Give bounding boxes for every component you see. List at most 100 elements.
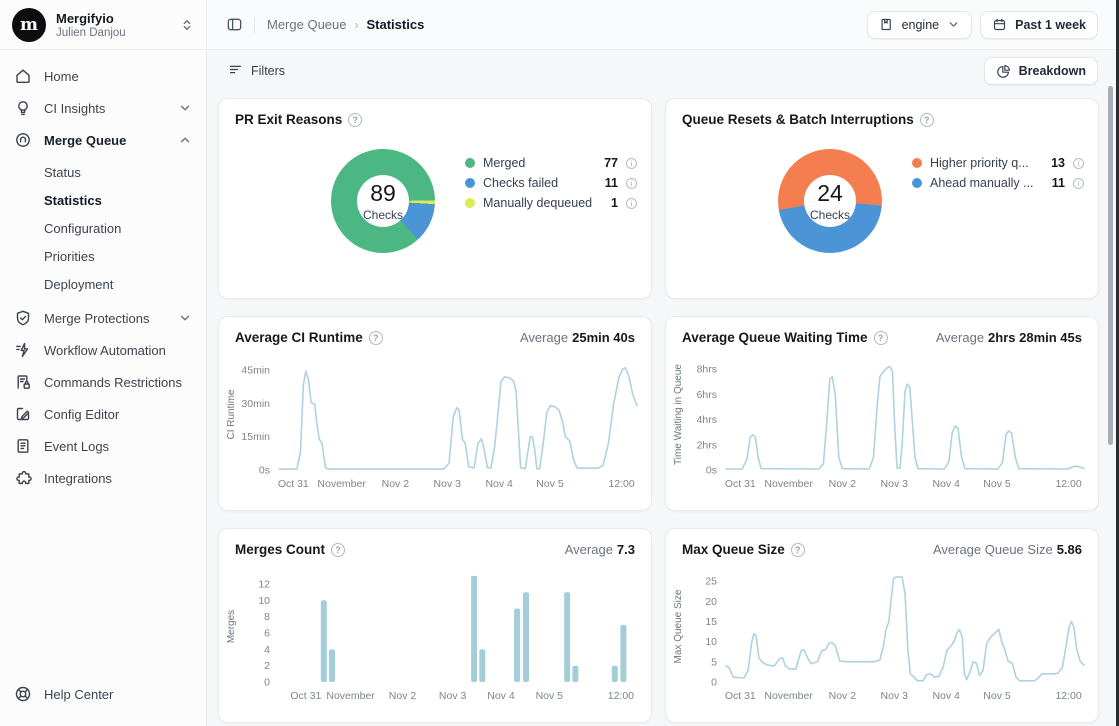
svg-text:November: November [326, 690, 375, 702]
info-icon[interactable] [1073, 157, 1084, 169]
svg-text:November: November [317, 478, 366, 490]
config-editor-icon [14, 405, 32, 423]
svg-text:Nov 5: Nov 5 [983, 478, 1011, 490]
info-icon[interactable] [626, 197, 637, 209]
card-title: Queue Resets & Batch Interruptions [682, 112, 914, 127]
legend-item-merged[interactable]: Merged 77 [465, 153, 637, 173]
max-queue-size-line-chart[interactable]: 0 5 10 15 20 25 Oct 31 November Nov 2 Nov 3 Nov 4 N… [666, 557, 1098, 722]
svg-text:Oct 31: Oct 31 [278, 478, 309, 490]
sidebar-item-commands-restrictions[interactable]: Commands Restrictions [0, 366, 206, 398]
legend-item-ahead-manually[interactable]: Ahead manually ... 11 [912, 173, 1084, 193]
legend-item-higher-priority[interactable]: Higher priority q... 13 [912, 153, 1084, 173]
sidebar-item-ci-insights[interactable]: CI Insights [0, 92, 206, 124]
card-title: Average CI Runtime [235, 330, 363, 345]
svg-text:Nov 3: Nov 3 [439, 690, 467, 702]
book-icon [879, 17, 894, 32]
svg-text:6: 6 [264, 628, 270, 640]
svg-text:CI Runtime: CI Runtime [226, 389, 237, 439]
info-icon[interactable] [626, 157, 637, 169]
sidebar-item-integrations[interactable]: Integrations [0, 462, 206, 494]
svg-text:10: 10 [258, 595, 270, 607]
date-range-button[interactable]: Past 1 week [980, 10, 1098, 39]
help-icon[interactable] [873, 330, 888, 345]
svg-text:Nov 3: Nov 3 [881, 690, 909, 702]
sidebar-item-deployment[interactable]: Deployment [44, 276, 114, 292]
svg-text:November: November [764, 478, 813, 490]
help-icon[interactable] [331, 542, 346, 557]
queue-waiting-line-chart[interactable]: 0s 2hrs 4hrs 6hrs 8hrs Oct 31 November Nov 2 Nov… [666, 345, 1098, 510]
help-icon[interactable] [919, 112, 934, 127]
workspace-switcher[interactable]: m Mergifyio Julien Danjou [0, 0, 206, 50]
help-center-label: Help Center [44, 686, 114, 702]
repo-scope-select[interactable]: engine [866, 10, 973, 39]
sidebar-item-statistics[interactable]: Statistics [44, 192, 102, 208]
help-icon[interactable] [368, 330, 383, 345]
svg-text:12:00: 12:00 [608, 478, 634, 490]
card-title: Max Queue Size [682, 542, 785, 557]
sidebar-item-home[interactable]: Home [0, 60, 206, 92]
svg-text:Max Queue Size: Max Queue Size [673, 589, 684, 663]
help-center-button[interactable]: Help Center [0, 678, 206, 710]
donut-caption: Checks [362, 208, 403, 222]
sidebar-item-event-logs[interactable]: Event Logs [0, 430, 206, 462]
merges-count-bar-chart[interactable]: 0 2 4 6 8 10 12 Oct 31 November Nov 2 Nov 3 Nov 4 No… [219, 557, 651, 722]
sidebar: m Mergifyio Julien Danjou Home CI Insight… [0, 0, 207, 726]
sidebar-toggle-icon[interactable] [222, 13, 246, 37]
main-area: Merge Queue › Statistics engine [207, 0, 1119, 726]
donut-legend: Merged 77 Checks failed 11 Manua [465, 153, 637, 213]
svg-text:12:00: 12:00 [608, 690, 634, 702]
help-icon[interactable] [348, 112, 363, 127]
sidebar-item-merge-protections[interactable]: Merge Protections [0, 302, 206, 334]
cards-grid: PR Exit Reasons 89 Checks Mer [207, 88, 1119, 726]
org-avatar: m [12, 7, 46, 42]
pr-exit-donut-chart[interactable]: 89 Checks [331, 149, 435, 253]
svg-text:0s: 0s [706, 465, 717, 477]
divider [254, 16, 255, 33]
chevron-down-icon [947, 18, 960, 31]
chevron-right-icon: › [354, 17, 359, 32]
breadcrumb-statistics: Statistics [366, 17, 425, 32]
vertical-scrollbar[interactable] [1108, 86, 1113, 445]
chevron-down-icon [178, 101, 192, 115]
svg-text:Merges: Merges [226, 610, 237, 643]
svg-text:4hrs: 4hrs [697, 414, 717, 426]
svg-text:25: 25 [705, 576, 717, 588]
sidebar-item-status[interactable]: Status [44, 164, 81, 180]
breadcrumb: Merge Queue › Statistics [267, 17, 424, 32]
queue-resets-donut-chart[interactable]: 24 Checks [778, 149, 882, 253]
legend-color-dot [465, 158, 475, 168]
breadcrumb-merge-queue[interactable]: Merge Queue [267, 17, 347, 32]
donut-legend: Higher priority q... 13 Ahead manually .… [912, 153, 1084, 193]
user-name: Julien Danjou [56, 26, 126, 39]
sidebar-item-workflow-automation[interactable]: Workflow Automation [0, 334, 206, 366]
sidebar-item-merge-queue[interactable]: Merge Queue [0, 124, 206, 156]
legend-item-manually-dequeued[interactable]: Manually dequeued 1 [465, 193, 637, 213]
info-icon[interactable] [1073, 177, 1084, 189]
legend-item-checks-failed[interactable]: Checks failed 11 [465, 173, 637, 193]
commands-lock-icon [14, 373, 32, 391]
average-readout: Average Queue Size 5.86 [932, 542, 1082, 557]
svg-text:0s: 0s [259, 465, 270, 477]
ci-runtime-line-chart[interactable]: 0s 15min 30min 45min Oct 31 November Nov 2 Nov … [219, 345, 651, 510]
filters-button[interactable]: Filters [222, 58, 291, 84]
sidebar-item-config-editor[interactable]: Config Editor [0, 398, 206, 430]
donut-total: 24 [817, 180, 843, 206]
legend-color-dot [465, 178, 475, 188]
info-icon[interactable] [626, 177, 637, 189]
svg-text:Nov 2: Nov 2 [829, 690, 857, 702]
merge-queue-icon [14, 131, 32, 149]
pie-chart-icon [996, 64, 1011, 79]
sidebar-item-priorities[interactable]: Priorities [44, 248, 95, 264]
svg-text:Oct 31: Oct 31 [725, 690, 756, 702]
svg-text:Oct 31: Oct 31 [725, 478, 756, 490]
shield-check-icon [14, 309, 32, 327]
legend-color-dot [912, 158, 922, 168]
svg-text:8hrs: 8hrs [697, 364, 717, 376]
breakdown-button[interactable]: Breakdown [983, 57, 1098, 85]
help-icon[interactable] [790, 542, 805, 557]
svg-text:5: 5 [711, 656, 717, 668]
sidebar-item-configuration[interactable]: Configuration [44, 220, 122, 236]
svg-text:15min: 15min [241, 431, 270, 443]
